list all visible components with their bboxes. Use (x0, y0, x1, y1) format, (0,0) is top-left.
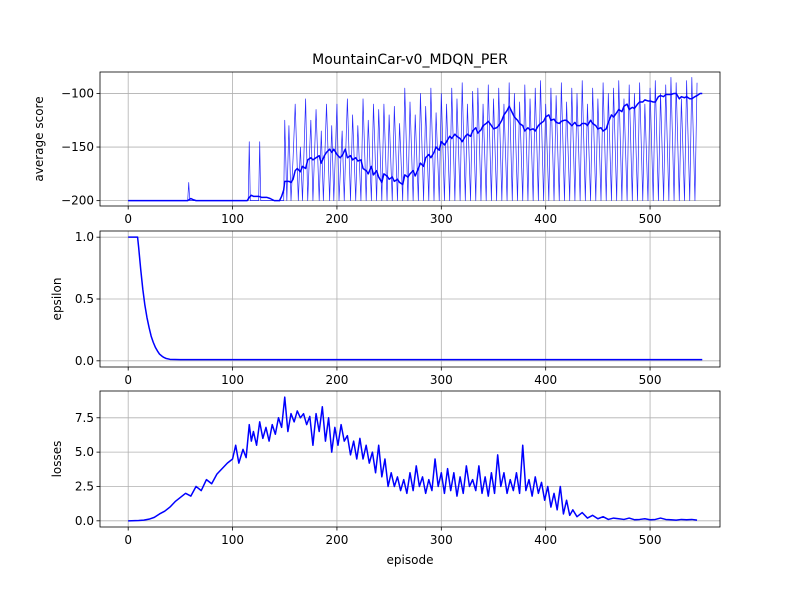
score-panel: 0 100 200 300 400 500 −200 −150 −100 average scor… (32, 71, 721, 226)
x-tick-label: 500 (639, 533, 662, 547)
x-tick-label: 100 (221, 373, 244, 387)
axes-frame (99, 71, 721, 207)
plot-area (128, 77, 703, 202)
y-tick-label: 0.0 (75, 514, 94, 528)
x-tick-label: 200 (325, 212, 348, 226)
x-tick-label: 300 (430, 533, 453, 547)
chart-title: MountainCar-v0_MDQN_PER (312, 52, 508, 68)
y-tick-label: 2.5 (75, 479, 94, 493)
x-tick-label: 400 (534, 212, 557, 226)
y-tick-label: 7.5 (75, 411, 94, 425)
y-tick-label: −200 (61, 194, 94, 208)
series-line-average-score (128, 92, 703, 202)
x-tick-label: 200 (325, 533, 348, 547)
x-tick-label: 500 (639, 212, 662, 226)
axes-frame (99, 390, 721, 528)
epsilon-panel: 0 100 200 300 400 500 0.0 0.5 1.0 epsilon (50, 230, 721, 387)
y-tick-label: 0.5 (75, 292, 94, 306)
x-tick-label: 0 (124, 373, 132, 387)
x-tick-label: 300 (430, 373, 453, 387)
y-tick-label: 5.0 (75, 445, 94, 459)
y-tick-label: −100 (61, 86, 94, 100)
x-tick-label: 400 (534, 533, 557, 547)
x-tick-label: 0 (124, 533, 132, 547)
panels: 0 100 200 300 400 500 −200 −150 −100 average scor… (32, 71, 721, 567)
series-line-losses (128, 396, 698, 522)
y-axis-label: epsilon (50, 278, 64, 321)
x-tick-label: 0 (124, 212, 132, 226)
plot-area (128, 396, 698, 522)
y-tick-label: 1.0 (75, 230, 94, 244)
series-line-epsilon (128, 236, 703, 361)
losses-panel: 0 100 200 300 400 500 0.0 2.5 5.0 7.5 losses episod… (50, 390, 721, 567)
y-tick-label: 0.0 (75, 354, 94, 368)
x-tick-label: 100 (221, 533, 244, 547)
x-tick-label: 200 (325, 373, 348, 387)
series-line-raw-score (128, 77, 698, 201)
plot-area (128, 236, 703, 361)
y-tick-label: −150 (61, 140, 94, 154)
x-tick-label: 400 (534, 373, 557, 387)
x-tick-label: 100 (221, 212, 244, 226)
x-axis-label: episode (387, 553, 434, 567)
y-axis-label: average score (32, 96, 46, 181)
x-tick-label: 300 (430, 212, 453, 226)
x-tick-label: 500 (639, 373, 662, 387)
y-axis-label: losses (50, 441, 64, 478)
